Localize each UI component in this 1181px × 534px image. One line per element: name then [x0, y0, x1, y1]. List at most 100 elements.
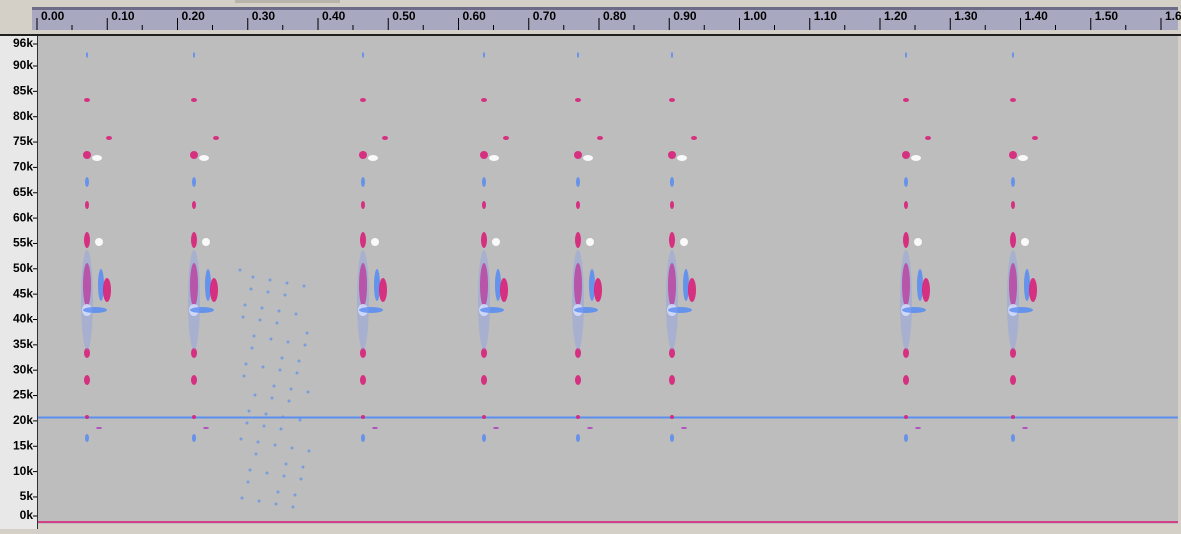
spectral-blob — [670, 201, 674, 209]
spectral-blob — [192, 415, 196, 419]
spectral-blob — [683, 269, 689, 301]
spectral-content — [81, 52, 1038, 509]
noise-blob — [297, 359, 301, 363]
noise-blob — [275, 321, 279, 325]
spectral-blob — [903, 375, 909, 385]
track-edge — [1178, 36, 1181, 529]
spectral-blob — [903, 98, 909, 102]
spectral-blob — [489, 155, 499, 161]
spectral-blob — [359, 263, 367, 307]
time-label: 1.10 — [814, 9, 838, 23]
spectral-line — [38, 521, 1178, 523]
frequency-label: 45k — [13, 286, 33, 300]
noise-blob — [301, 465, 305, 469]
spectral-blob — [586, 238, 594, 246]
spectral-blob — [1022, 427, 1028, 429]
spectral-blob — [481, 348, 487, 358]
spectral-blob — [922, 278, 930, 302]
spectral-blob — [681, 427, 687, 429]
time-label: 0.20 — [182, 9, 206, 23]
frequency-label: 70k — [13, 160, 33, 174]
frequency-label: 60k — [13, 210, 33, 224]
time-label: 0.90 — [673, 9, 697, 23]
spectral-blob — [480, 307, 504, 313]
frequency-label: 90k — [13, 58, 33, 72]
spectral-blob — [210, 278, 218, 302]
noise-blob — [241, 315, 245, 319]
spectral-blob — [669, 375, 675, 385]
spectral-blob — [493, 427, 499, 429]
noise-blob — [270, 396, 274, 400]
spectral-blob — [575, 375, 581, 385]
time-label: 1.20 — [884, 9, 908, 23]
spectral-blob — [481, 375, 487, 385]
frequency-label: 65k — [13, 185, 33, 199]
spectral-blob — [213, 136, 219, 140]
spectral-blob — [902, 151, 910, 159]
spectral-blob — [483, 52, 485, 58]
time-label: 0.70 — [533, 9, 557, 23]
spectral-blob — [1010, 232, 1016, 248]
noise-blob — [262, 424, 266, 428]
noise-blob — [269, 337, 273, 341]
noise-blob — [277, 309, 281, 313]
time-label: 1.00 — [744, 9, 768, 23]
noise-blob — [252, 334, 256, 338]
spectral-blob — [583, 155, 593, 161]
noise-blob — [291, 505, 295, 509]
ruler-border — [37, 36, 38, 529]
spectrogram[interactable] — [38, 36, 1178, 524]
noise-blob — [283, 293, 287, 297]
spectral-blob — [917, 269, 923, 301]
noise-blob — [239, 437, 243, 441]
time-label: 1.30 — [954, 9, 978, 23]
spectral-blob — [670, 177, 674, 187]
spectral-blob — [589, 269, 595, 301]
spectral-blob — [903, 232, 909, 248]
spectral-blob — [361, 434, 365, 442]
spectral-blob — [361, 177, 365, 187]
toolbar-edge — [235, 0, 340, 3]
noise-blob — [238, 268, 242, 272]
spectral-blob — [191, 98, 197, 102]
frequency-label: 40k — [13, 312, 33, 326]
spectral-blob — [903, 348, 909, 358]
spectral-blob — [911, 155, 921, 161]
spectral-blob — [202, 238, 210, 246]
spectral-blob — [379, 278, 387, 302]
spectral-blob — [671, 52, 673, 58]
spectral-blob — [680, 238, 688, 246]
spectral-blob — [84, 375, 90, 385]
noise-blob — [261, 365, 265, 369]
spectral-blob — [666, 250, 678, 350]
noise-blob — [243, 303, 247, 307]
spectral-blob — [85, 201, 89, 209]
frequency-label: 96k — [13, 36, 33, 50]
spectral-blob — [670, 415, 674, 419]
spectral-blob — [85, 434, 89, 442]
spectral-blob — [1024, 269, 1030, 301]
spectral-blob — [1011, 434, 1015, 442]
frequency-label: 80k — [13, 109, 33, 123]
spectral-blob — [503, 136, 509, 140]
spectral-blob — [191, 232, 197, 248]
noise-blob — [247, 409, 251, 413]
spectral-blob — [1012, 52, 1014, 58]
time-label: 1.60 — [1165, 9, 1181, 23]
noise-blob — [254, 452, 258, 456]
noise-blob — [274, 502, 278, 506]
spectral-blob — [92, 155, 102, 161]
spectral-blob — [668, 151, 676, 159]
noise-blob — [299, 477, 303, 481]
spectral-blob — [668, 263, 676, 307]
spectral-blob — [361, 415, 365, 419]
noise-blob — [268, 278, 272, 282]
spectral-blob — [575, 348, 581, 358]
noise-blob — [305, 331, 309, 335]
noise-blob — [258, 318, 262, 322]
spectral-blob — [495, 269, 501, 301]
noise-blob — [307, 449, 311, 453]
noise-blob — [289, 387, 293, 391]
noise-blob — [242, 374, 246, 378]
spectral-line — [38, 416, 1178, 419]
